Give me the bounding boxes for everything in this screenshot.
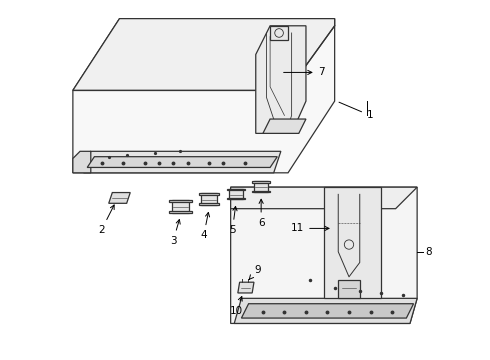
Polygon shape [169,211,192,212]
Polygon shape [73,151,91,173]
Polygon shape [172,200,189,212]
Polygon shape [234,298,417,323]
Polygon shape [109,193,130,203]
Text: 6: 6 [258,199,265,228]
Text: 4: 4 [200,212,210,240]
Polygon shape [263,119,306,134]
Polygon shape [199,193,220,195]
Text: 9: 9 [249,265,261,279]
Polygon shape [199,203,220,205]
Text: 10: 10 [229,297,243,316]
Polygon shape [84,151,281,173]
Polygon shape [324,187,381,298]
Polygon shape [229,189,243,199]
Polygon shape [252,181,270,183]
Text: 7: 7 [284,67,325,77]
Polygon shape [73,19,335,90]
Polygon shape [256,26,306,134]
Text: 8: 8 [425,247,432,257]
Polygon shape [270,26,288,40]
Polygon shape [227,198,245,199]
Polygon shape [73,19,335,173]
Text: 5: 5 [229,206,237,235]
Polygon shape [254,181,269,192]
Polygon shape [201,193,217,205]
Polygon shape [231,187,417,323]
Polygon shape [252,190,270,192]
Polygon shape [242,304,414,318]
Polygon shape [87,157,277,167]
Polygon shape [169,200,192,202]
Polygon shape [231,187,417,209]
Text: 3: 3 [170,220,180,246]
Text: 2: 2 [98,205,114,235]
Polygon shape [238,282,254,293]
Polygon shape [227,189,245,190]
Text: 11: 11 [291,224,329,233]
Text: 1: 1 [339,102,373,121]
Polygon shape [338,280,360,298]
